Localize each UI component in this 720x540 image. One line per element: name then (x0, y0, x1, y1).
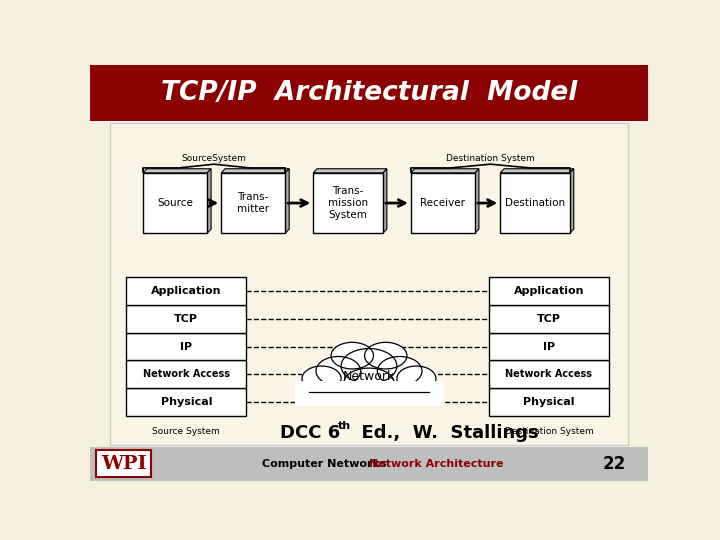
Bar (90, 447, 648, 481)
Text: IP: IP (180, 341, 192, 352)
Bar (109, 123, 629, 446)
Bar (295, 381, 443, 406)
Polygon shape (143, 168, 211, 173)
Polygon shape (411, 168, 479, 173)
Text: Destination System: Destination System (446, 154, 535, 164)
Polygon shape (475, 168, 479, 233)
Text: DCC 6: DCC 6 (280, 424, 340, 442)
Text: TCP: TCP (174, 314, 198, 323)
Text: Physical: Physical (161, 397, 212, 407)
Text: Source System: Source System (153, 427, 220, 436)
Bar (221, 173, 285, 233)
Bar (126, 277, 246, 305)
Text: Ed.,  W.  Stallings: Ed., W. Stallings (349, 424, 539, 442)
Text: Physical: Physical (523, 397, 575, 407)
Text: Trans-
mission
System: Trans- mission System (328, 186, 368, 220)
Text: Trans-
mitter: Trans- mitter (237, 192, 269, 214)
Bar (302, 368, 436, 396)
Text: Receiver: Receiver (420, 198, 465, 208)
Ellipse shape (302, 366, 341, 391)
Bar (489, 388, 609, 416)
Bar (489, 360, 609, 388)
Polygon shape (383, 168, 387, 233)
Text: TCP/IP  Architectural  Model: TCP/IP Architectural Model (161, 80, 577, 106)
Text: th: th (338, 421, 351, 431)
Ellipse shape (316, 356, 361, 386)
Ellipse shape (344, 368, 394, 397)
Text: Computer Networks: Computer Networks (262, 458, 387, 469)
Text: Source: Source (157, 198, 193, 208)
Polygon shape (570, 168, 574, 233)
Bar (126, 388, 246, 416)
Polygon shape (221, 168, 289, 173)
Text: Destination System: Destination System (505, 427, 593, 436)
Ellipse shape (341, 349, 397, 383)
Bar (126, 305, 246, 333)
Bar (143, 173, 207, 233)
Bar (96, 450, 151, 477)
Text: Application: Application (151, 286, 222, 296)
Bar (90, 65, 648, 121)
Polygon shape (285, 168, 289, 233)
Bar (489, 305, 609, 333)
Polygon shape (500, 168, 574, 173)
Bar (489, 333, 609, 360)
Text: TCP: TCP (537, 314, 561, 323)
Ellipse shape (377, 356, 422, 386)
Text: 22: 22 (603, 455, 626, 472)
Text: Network: Network (343, 370, 395, 383)
Polygon shape (207, 168, 211, 233)
Bar (500, 173, 570, 233)
Text: Network Access: Network Access (143, 369, 230, 380)
Bar (126, 360, 246, 388)
Bar (126, 333, 246, 360)
Polygon shape (313, 168, 387, 173)
Ellipse shape (397, 366, 436, 391)
Bar (313, 173, 383, 233)
Text: WPI: WPI (101, 455, 146, 472)
Text: Network Architecture: Network Architecture (369, 458, 503, 469)
Bar (489, 277, 609, 305)
Text: Destination: Destination (505, 198, 565, 208)
Bar (411, 173, 475, 233)
Text: SourceSystem: SourceSystem (181, 154, 246, 164)
Ellipse shape (364, 342, 407, 369)
Text: Network Access: Network Access (505, 369, 593, 380)
Text: IP: IP (543, 341, 555, 352)
Text: Application: Application (513, 286, 584, 296)
Ellipse shape (331, 342, 374, 369)
